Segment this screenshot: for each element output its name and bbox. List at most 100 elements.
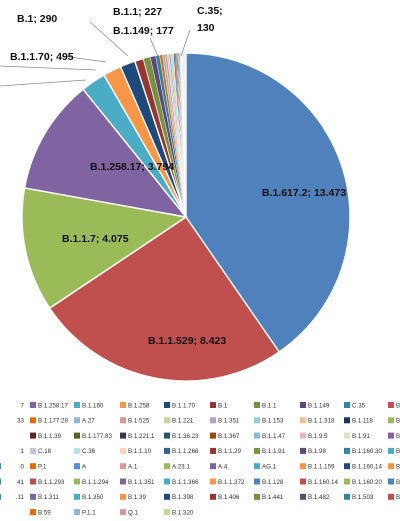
legend-swatch-b-1-398 <box>164 494 170 500</box>
legend-swatch-b-1-351 <box>210 417 216 423</box>
legend-label-b-1-1-351: B.1.1.351 <box>128 479 155 486</box>
legend-swatch-b-1-36-23 <box>164 433 170 439</box>
legend-swatch-b-1-160-14 <box>300 479 306 485</box>
legend-swatch-p-1 <box>30 463 36 469</box>
legend-swatch-b-1-350 <box>74 494 80 500</box>
legend-label-b-1-1-366: B.1.1.366 <box>172 479 199 486</box>
legend-label-clipped-right: B. <box>396 494 400 501</box>
legend-label-p-1-1: P.1.1 <box>82 509 96 516</box>
data-label-b-1-149: B.1.149; 177 <box>113 25 174 37</box>
legend-label-c-18: C.18 <box>38 448 52 455</box>
legend-label-clipped-right: B. <box>396 448 400 455</box>
legend-label-b-1-1-293: B.1.1.293 <box>38 479 65 486</box>
legend-label-b-1-258-17: B.1.258.17 <box>38 402 68 409</box>
legend-label-b-1-36-23: B.1.36.23 <box>172 433 199 440</box>
legend-swatch-a-4 <box>210 463 216 469</box>
legend-swatch-p-1-1 <box>74 509 80 515</box>
legend-label-b-1-177-83: B.1.177.83 <box>82 433 112 440</box>
legend-label-c-35: C.35 <box>352 402 366 409</box>
legend-label-b-1: B.1 <box>218 402 228 409</box>
legend-label-clipped-left: 0 <box>21 464 25 471</box>
legend-swatch-b-1-39 <box>120 494 126 500</box>
legend-label-b-1-177-28: B.1.177.28 <box>38 418 68 425</box>
legend-swatch-b-1-221 <box>164 417 170 423</box>
legend-swatch-c-36 <box>74 448 80 454</box>
legend-label-b-1-503: B.1.503 <box>352 494 374 501</box>
legend-swatch-clipped-right <box>388 448 394 454</box>
legend-label-b-1-128: B.1.128 <box>262 479 284 486</box>
data-label-b-1-1-7: B.1.1.7; 4.075 <box>62 233 129 245</box>
legend-swatch-b-1-128 <box>254 479 260 485</box>
legend-label-b-1-1-294: B.1.1.294 <box>82 479 109 486</box>
legend-swatch-b-1-406 <box>210 494 216 500</box>
legend-label-b-1-160-30: B.1.160.30 <box>352 448 382 455</box>
legend-swatch-clipped-left <box>0 463 1 469</box>
legend-label-a-1: A.1 <box>128 464 138 471</box>
legend-swatch-b-1-149 <box>300 402 306 408</box>
legend-swatch-clipped-right <box>388 417 394 423</box>
legend-label-b-1-367: B.1.367 <box>218 433 240 440</box>
legend-label-q-1: Q.1 <box>128 509 139 516</box>
leader-line-b-1-149 <box>150 38 158 56</box>
legend-label-clipped-right: B. <box>396 479 400 486</box>
legend-label-clipped-left: 41 <box>17 479 24 486</box>
legend-label-a: A <box>82 464 87 471</box>
legend-label-b-1-441: B.1.441 <box>262 494 284 501</box>
legend-swatch-a-1 <box>120 463 126 469</box>
legend-swatch-b-1-1-91 <box>254 448 260 454</box>
legend-swatch-b-1-160-30 <box>344 448 350 454</box>
legend-label-b-1-1-47: B.1.1.47 <box>262 433 286 440</box>
legend-swatch-b-1-153 <box>254 417 260 423</box>
legend-swatch-b-1-177-83 <box>74 433 80 439</box>
data-label-c-35-name: C.35; <box>197 5 223 17</box>
legend-label-b-1-91: B.1.91 <box>352 433 370 440</box>
legend-label-b-1-482: B.1.482 <box>308 494 330 501</box>
legend-swatch-b-1-441 <box>254 494 260 500</box>
legend-label-b-1-160: B.1.160 <box>82 402 104 409</box>
legend-swatch-b-1-1-39 <box>30 433 36 439</box>
legend-label-p-1: P.1 <box>38 464 47 471</box>
legend-swatch-b-1-1-366 <box>164 479 170 485</box>
legend-label-b-1-1-91: B.1.1.91 <box>262 448 286 455</box>
legend-swatch-b-1-1-10 <box>120 448 126 454</box>
legend-label-b-1-1-10: B.1.1.10 <box>128 448 152 455</box>
legend-swatch-b-1-1-318 <box>300 417 306 423</box>
leader-line-offscreen-1 <box>0 66 96 70</box>
legend-swatch-b-1-91 <box>344 433 350 439</box>
legend-swatch-b-1-1-266 <box>164 448 170 454</box>
legend-label-b-1-153: B.1.153 <box>262 418 284 425</box>
legend-label-b-1-160-20: B.1.160.20 <box>352 479 382 486</box>
legend-swatch-b-1-160 <box>74 402 80 408</box>
legend-label-b-1-221: B.1.221 <box>172 418 194 425</box>
legend-swatch-a-23-1 <box>164 463 170 469</box>
legend-label-b-1-1-372: B.1.1.372 <box>218 479 245 486</box>
legend-swatch-b-1-503 <box>344 494 350 500</box>
legend-swatch-b-1-1-70 <box>164 402 170 408</box>
legend-swatch-clipped-left <box>0 494 1 500</box>
data-label-b-1-617-2: B.1.617.2; 13.473 <box>262 187 346 199</box>
data-label-b-1-258-17: B.1.258.17; 3.794 <box>90 161 174 173</box>
legend-label-clipped-left: .11 <box>16 494 25 501</box>
legend-swatch-c-18 <box>30 448 36 454</box>
legend-swatch-b-1-482 <box>300 494 306 500</box>
legend-swatch-clipped-right <box>388 494 394 500</box>
data-label-b-1: B.1; 290 <box>17 13 57 25</box>
legend-label-b-1-1-29: B.1.1.29 <box>218 448 242 455</box>
legend-swatch-b-1-98 <box>300 448 306 454</box>
legend-label-b-1-98: B.1.98 <box>308 448 326 455</box>
data-label-b-1-1-529: B.1.1.529; 8.423 <box>148 335 226 347</box>
legend-label-clipped-left: 7 <box>21 402 25 409</box>
legend-swatch-b-1-1-351 <box>120 479 126 485</box>
legend-swatch-b-1-118 <box>344 417 350 423</box>
legend-swatch-b-1-1-159 <box>300 463 306 469</box>
legend-label-b-1-1-39: B.1.1.39 <box>38 433 62 440</box>
legend-swatch-b-1-1 <box>254 402 260 408</box>
legend-swatch-ag-1 <box>254 463 260 469</box>
data-label-c-35-value: 130 <box>197 22 215 34</box>
pie-slices <box>22 53 350 381</box>
legend-swatch-b-1-311 <box>30 494 36 500</box>
legend-label-b-1-160-14: B.1.160.14 <box>308 479 338 486</box>
legend-swatch-b-1-367 <box>210 433 216 439</box>
